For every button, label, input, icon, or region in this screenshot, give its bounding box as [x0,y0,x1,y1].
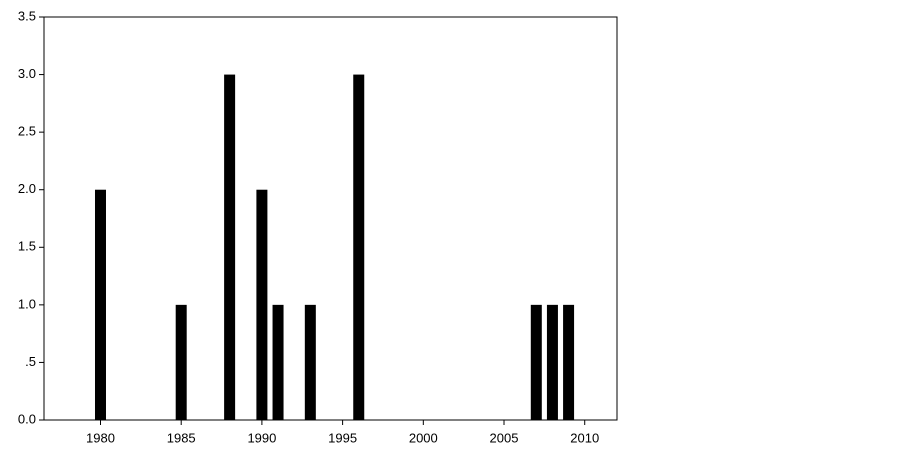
bar [304,304,316,420]
x-tick-label: 1995 [328,430,357,445]
x-tick-label: 2005 [490,430,519,445]
bar [546,304,558,420]
y-tick-label: .5 [25,354,36,369]
x-tick-label: 1985 [167,430,196,445]
bar [272,304,284,420]
plot-frame [43,16,618,421]
x-tick-label: 2010 [570,430,599,445]
y-tick-label: 2.5 [18,124,36,139]
y-tick-label: 0.0 [18,411,36,426]
x-tick-label: 1990 [247,430,276,445]
y-tick-label: 1.5 [18,239,36,254]
bar [175,304,187,420]
y-tick-label: 3.5 [18,8,36,23]
y-tick-label: 1.0 [18,296,36,311]
y-tick-label: 3.0 [18,66,36,81]
y-tick-label: 2.0 [18,181,36,196]
bar [224,74,236,421]
bar [94,189,106,420]
bar [530,304,542,420]
bar [563,304,575,420]
x-tick-label: 1980 [86,430,115,445]
bar [353,74,365,421]
x-tick-label: 2000 [409,430,438,445]
bar [256,189,268,420]
